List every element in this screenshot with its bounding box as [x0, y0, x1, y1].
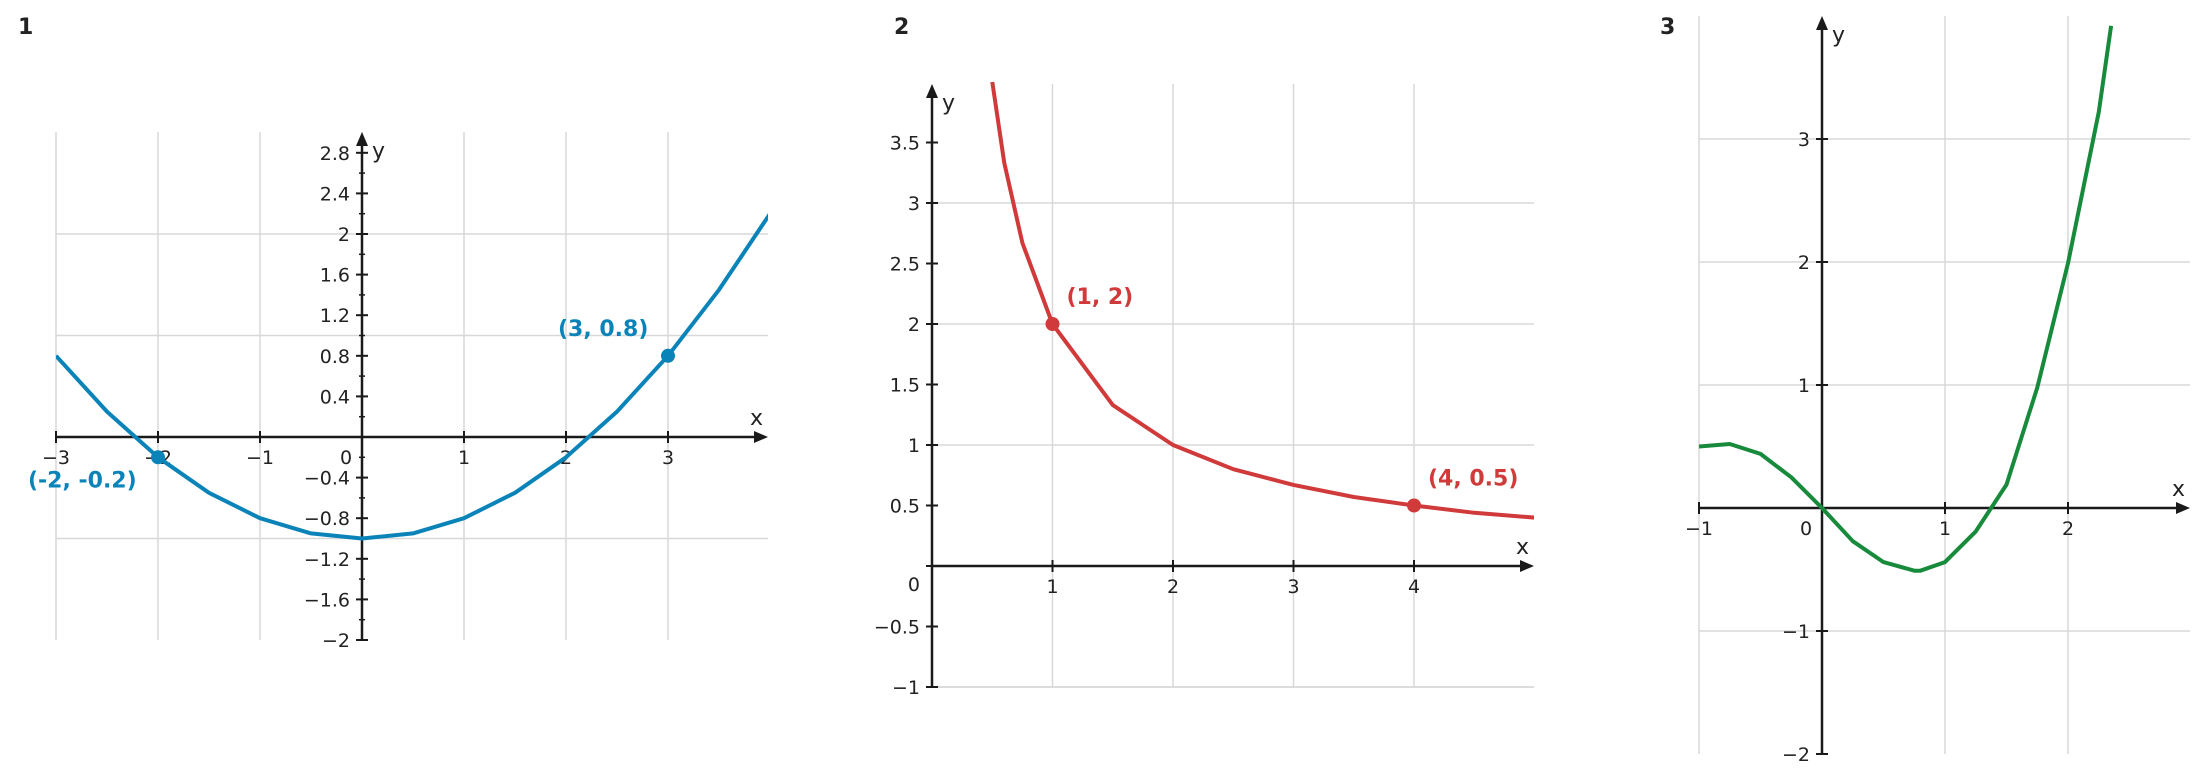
data-point	[1045, 317, 1060, 331]
x-tick-label: −3	[42, 447, 70, 469]
chart-panel-2: 2 x y 1 2 3 4 −1 −0.5 0 0.5 1 1.5 2 2.5 3 3.5 (1, 2) (4, 0…	[874, 15, 1534, 699]
x-tick-label: 3	[1287, 576, 1299, 598]
y-axis-label: y	[372, 139, 385, 164]
x-tick-label: −1	[1685, 518, 1713, 540]
y-tick-label: 3	[908, 193, 920, 215]
y-tick-label: 2.5	[890, 254, 920, 276]
data-point-label: (1, 2)	[1067, 285, 1134, 310]
y-axis-arrow	[926, 84, 938, 98]
x-axis-arrow	[1520, 560, 1534, 572]
x-axis-arrow	[754, 431, 768, 443]
y-tick-label: 2.4	[320, 183, 350, 205]
y-tick-label: −0.5	[874, 617, 920, 639]
x-tick-label: 2	[1167, 576, 1179, 598]
y-tick-label: 0.5	[890, 496, 920, 518]
y-tick-label: 0.4	[320, 386, 350, 408]
y-tick-label: 2	[908, 314, 920, 336]
data-point-label: (-2, -0.2)	[28, 468, 137, 493]
x-tick-label: 0	[1800, 518, 1812, 540]
series-line	[1699, 25, 2114, 573]
data-point	[151, 450, 165, 465]
y-tick-label: −1.6	[304, 589, 350, 611]
y-tick-label: −0.4	[304, 468, 350, 490]
x-axis-arrow	[2176, 502, 2190, 514]
y-tick-label: 1.2	[320, 305, 350, 327]
panel-label: 2	[894, 15, 909, 40]
x-tick-label: −1	[246, 447, 274, 469]
y-tick-label: 0	[908, 574, 920, 596]
y-axis-arrow	[356, 132, 368, 146]
y-tick-label: 1	[908, 435, 920, 457]
y-tick-label: 2	[338, 224, 350, 246]
chart-panel-1: 1xy−3−2−10123−2−1.6−1.2−0.8−0.40.40.81.2…	[18, 15, 768, 652]
y-axis-label: y	[942, 91, 955, 116]
x-tick-label: 1	[1939, 518, 1951, 540]
y-tick-label: 2.8	[320, 143, 350, 165]
x-tick-label: 4	[1408, 576, 1420, 598]
chart-panel-3: 3 x y −1 0 1 2 −2 −1 1 2 3	[1660, 15, 2190, 766]
y-tick-label: 1.6	[320, 265, 350, 287]
y-tick-label: −1	[1782, 621, 1810, 643]
data-point-label: (4, 0.5)	[1428, 467, 1518, 492]
x-tick-label: 3	[662, 447, 674, 469]
x-tick-label: 0	[340, 447, 352, 469]
y-tick-label: 2	[1798, 252, 1810, 274]
panel-label: 1	[18, 15, 33, 40]
x-tick-label: 1	[458, 447, 470, 469]
y-axis-arrow	[1816, 16, 1828, 30]
panel-label: 3	[1660, 15, 1675, 40]
data-point	[1407, 498, 1421, 513]
series-line	[990, 81, 1534, 520]
y-tick-label: 0.8	[320, 346, 350, 368]
y-tick-label: −2	[1782, 744, 1810, 766]
x-axis-label: x	[1516, 535, 1529, 560]
y-tick-label: −2	[322, 630, 350, 652]
data-point	[661, 348, 675, 363]
y-tick-label: 3.5	[890, 133, 920, 155]
x-axis-label: x	[2172, 477, 2185, 502]
y-tick-label: −1.2	[304, 549, 350, 571]
y-tick-label: −0.8	[304, 508, 350, 530]
data-point-label: (3, 0.8)	[558, 317, 648, 342]
y-tick-label: 1	[1798, 375, 1810, 397]
x-tick-label: 2	[2062, 518, 2074, 540]
y-tick-label: 1.5	[890, 375, 920, 397]
x-tick-label: 1	[1046, 576, 1058, 598]
x-axis-label: x	[750, 406, 763, 431]
y-tick-label: −1	[892, 677, 920, 699]
y-axis-label: y	[1832, 23, 1845, 48]
series-line	[56, 213, 768, 541]
y-tick-label: 3	[1798, 129, 1810, 151]
